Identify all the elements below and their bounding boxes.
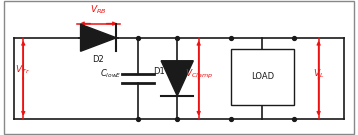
Text: $V_{Clamp}$: $V_{Clamp}$ [185, 68, 213, 81]
Text: LOAD: LOAD [251, 72, 274, 81]
Text: $V_{Tr}$: $V_{Tr}$ [15, 64, 30, 76]
Polygon shape [161, 61, 193, 96]
Text: $V_{RB}$: $V_{RB}$ [90, 4, 107, 16]
Text: $V_L$: $V_L$ [313, 68, 324, 80]
Polygon shape [81, 24, 116, 51]
Text: D2: D2 [93, 55, 104, 64]
Text: $C_{lowE}$: $C_{lowE}$ [100, 68, 122, 80]
Text: D1: D1 [154, 67, 165, 76]
Bar [231, 49, 294, 105]
